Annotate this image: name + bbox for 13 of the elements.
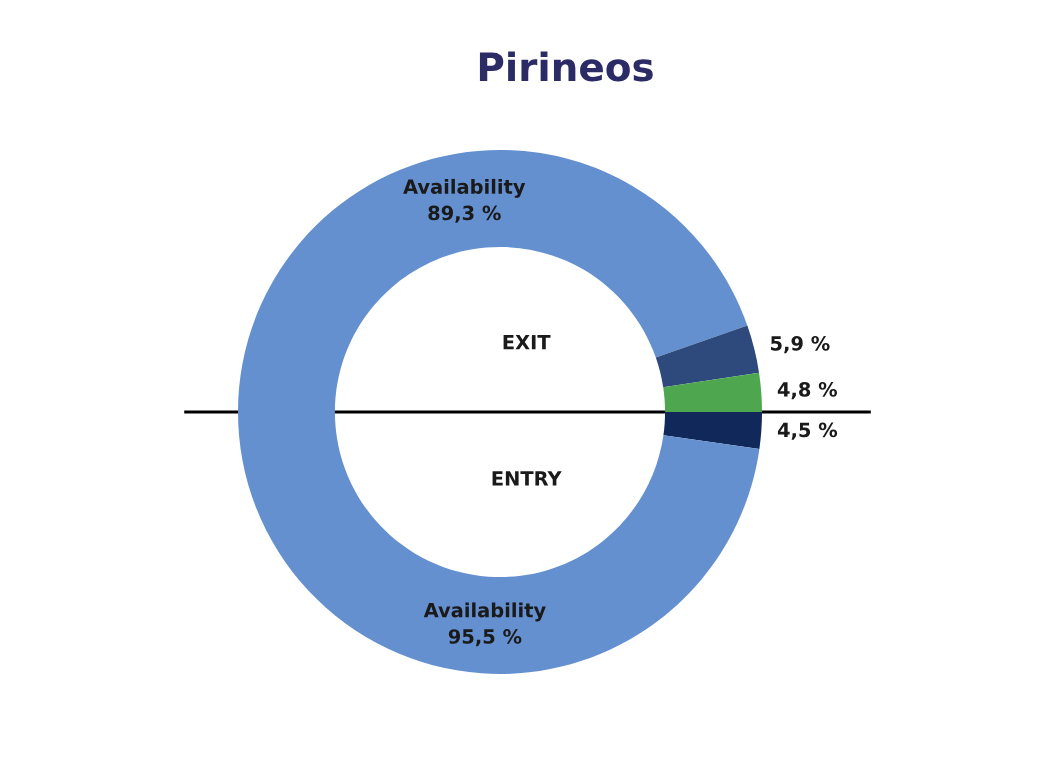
donut-slice: [663, 412, 762, 449]
donut-slice: [663, 372, 762, 412]
chart-title: Pirineos: [479, 51, 653, 82]
slice-label: Availability: [423, 602, 546, 622]
data-label: 89,3 %: [428, 205, 501, 223]
data-label: 5,9 %: [771, 335, 830, 354]
data-label: 4,5 %: [777, 422, 838, 440]
data-label: 95,5 %: [448, 629, 522, 647]
data-label: 4,8 %: [777, 382, 838, 400]
slice-label: Availability: [403, 178, 526, 198]
donut-slice: [655, 325, 760, 388]
text: ENTRY: [492, 471, 562, 486]
text: EXIT: [503, 335, 551, 350]
